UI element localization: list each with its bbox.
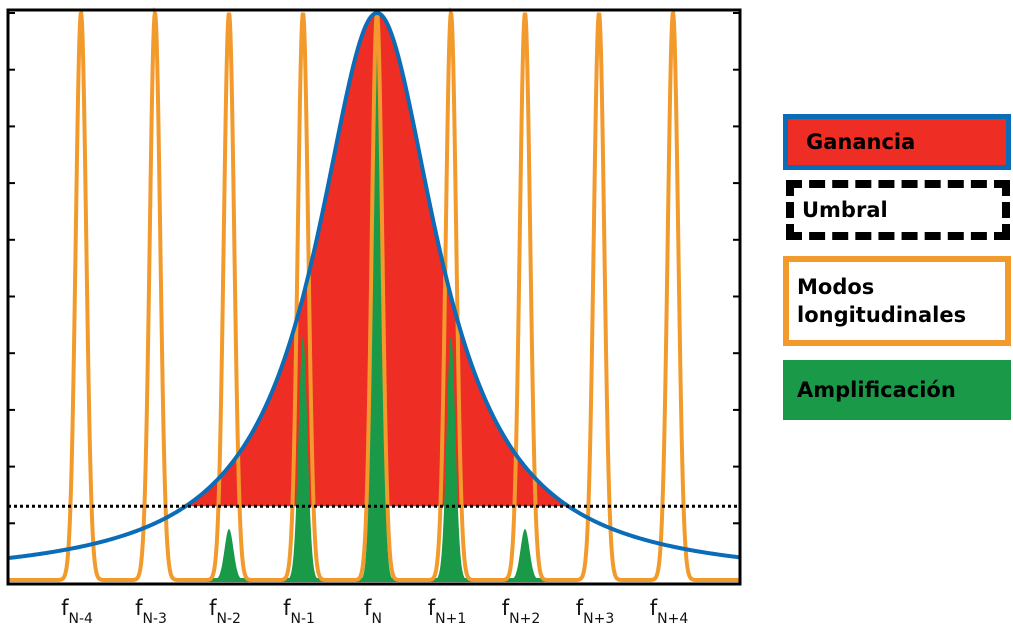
x-tick-label: fN-1 [283, 596, 315, 627]
legend-gain-label: Ganancia [806, 130, 916, 154]
legend-modes-label-line2: longitudinales [797, 303, 967, 327]
x-tick-label: fN [364, 596, 382, 627]
amplification-peak [356, 13, 398, 580]
legend-amplification: Amplificación [783, 360, 1011, 420]
gain-curve [7, 11, 741, 561]
legend-threshold: Umbral [786, 180, 1010, 240]
amplification-peak [282, 336, 324, 580]
amplification-peak [504, 528, 546, 580]
legend-modes: Modos longitudinales [783, 256, 1011, 346]
x-tick-label: fN-3 [135, 596, 167, 627]
x-tick-label: fN+2 [502, 596, 541, 627]
amplification-peak [430, 336, 472, 580]
legend-amplification-label: Amplificación [797, 378, 956, 402]
legend-gain: Ganancia [783, 114, 1011, 170]
legend-modes-label-line1: Modos [797, 275, 875, 299]
x-tick-label: fN+1 [428, 596, 467, 627]
legend-threshold-label: Umbral [802, 198, 888, 222]
amplification-peak [208, 528, 250, 580]
x-tick-label: fN-2 [209, 596, 241, 627]
chart: fN-4 fN-3 fN-2 fN-1 fN fN+1 fN+2 fN+3 fN+4 [6, 6, 742, 627]
x-tick-label: fN+3 [576, 596, 615, 627]
x-tick-label: fN-4 [61, 596, 93, 627]
longitudinal-modes-line [8, 6, 740, 582]
x-tick-label: fN+4 [650, 596, 689, 627]
